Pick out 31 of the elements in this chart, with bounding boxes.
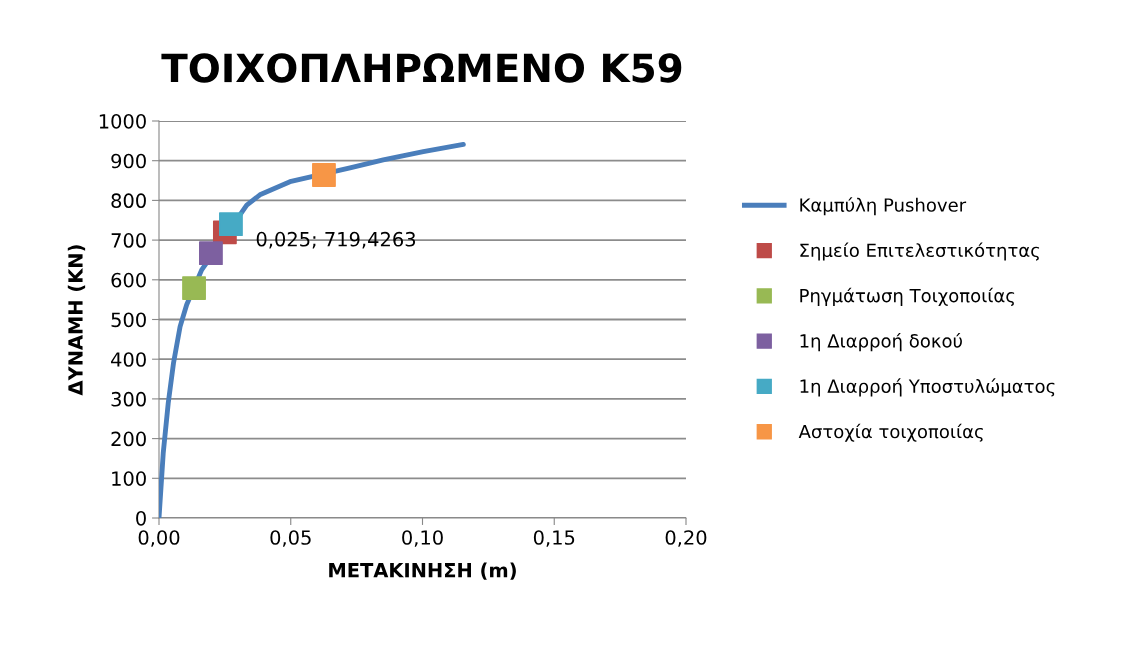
chart-title: ΤΟΙΧΟΠΛΗΡΩΜΕΝΟ Κ59: [161, 53, 682, 83]
x-tick-label: 0,20: [665, 530, 707, 547]
y-tick-label: 400: [111, 352, 146, 367]
x-tick-label: 0,00: [138, 530, 180, 547]
y-tick-label: 100: [112, 471, 146, 486]
y-tick-label: 600: [111, 272, 146, 288]
y-tick-label: 500: [111, 312, 146, 328]
x-tick-label: 0,10: [402, 530, 443, 547]
line-series: [159, 141, 466, 518]
y-tick-label: 1000: [99, 113, 146, 129]
legend-label: Ρηγμάτωση Τοιχοποιίας: [800, 287, 1015, 306]
point: [312, 163, 336, 187]
y-axis-title: ΔΥΝΑΜΗ (KN): [67, 245, 86, 396]
legend-label: Καμπύλη Pushover: [800, 197, 967, 216]
point: [182, 276, 206, 301]
y-tick-label: 200: [111, 431, 146, 447]
point: [199, 241, 223, 266]
legend-label: 1η Διαρροή δοκού: [800, 333, 962, 352]
legend-label: Αστοχία τοιχοποιίας: [798, 423, 983, 442]
x-axis-title: ΜΕΤΑΚΙΝΗΣΗ (m): [329, 562, 516, 580]
legend-label: 1η Διαρροή Υποστυλώματος: [800, 378, 1055, 397]
point: [219, 212, 243, 237]
y-tick-label: 700: [111, 233, 146, 248]
y-tick-label: 800: [111, 193, 146, 209]
x-tick-label: 0,15: [533, 530, 575, 547]
y-tick-label: 0: [136, 510, 146, 526]
y-tick-label: 900: [111, 153, 146, 169]
annotation: 0,025; 719,4263: [256, 231, 416, 249]
x-tick-label: 0,05: [270, 530, 311, 547]
legend-label: Σημείο Επιτελεστικότητας: [800, 242, 1040, 261]
y-tick-label: 300: [111, 391, 146, 407]
